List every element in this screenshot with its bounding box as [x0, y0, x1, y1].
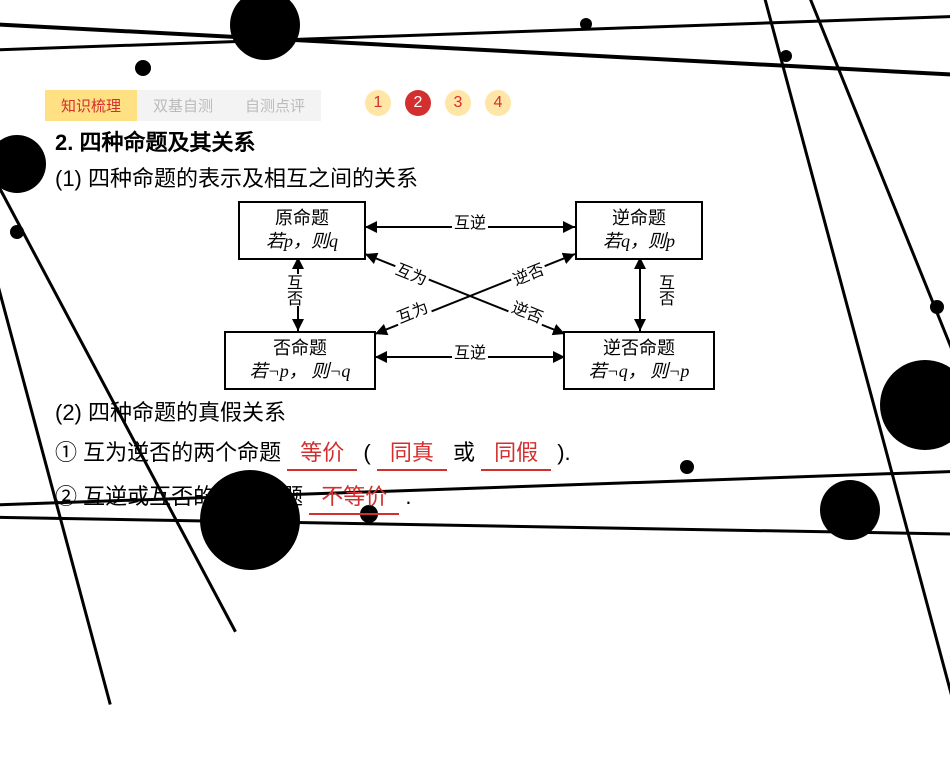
content-area: 2. 四种命题及其关系 (1) 四种命题的表示及相互之间的关系 [55, 125, 895, 515]
label-bottom: 互逆 [452, 339, 488, 363]
section-heading: 2. 四种命题及其关系 [55, 125, 895, 157]
box-negation: 否命题 若¬p， 则¬q [224, 331, 376, 390]
pager-3[interactable]: 3 [445, 90, 471, 116]
statement-2: ② 互逆或互否的两个命题 不等价 . [55, 479, 895, 515]
statement-1: ① 互为逆否的两个命题 等价 ( 同真 或 同假 ). [55, 435, 895, 471]
tab-basics-test[interactable]: 双基自测 [137, 90, 229, 121]
tab-bar: 知识梳理 双基自测 自测点评 [45, 90, 321, 121]
pager-2[interactable]: 2 [405, 90, 431, 116]
blank-same-false: 同假 [481, 435, 551, 471]
label-right: 互否 [650, 274, 678, 306]
pager-bar: 1 2 3 4 [365, 90, 511, 116]
box-original: 原命题 若p，则q [238, 201, 366, 260]
pager-4[interactable]: 4 [485, 90, 511, 116]
box-contrapositive: 逆否命题 若¬q， 则¬p [563, 331, 715, 390]
blank-equivalent: 等价 [287, 435, 357, 471]
blank-same-true: 同真 [377, 435, 447, 471]
label-left: 互否 [278, 274, 306, 306]
subtitle-1: (1) 四种命题的表示及相互之间的关系 [55, 161, 895, 193]
tab-selftest-review[interactable]: 自测点评 [229, 90, 321, 121]
subtitle-2: (2) 四种命题的真假关系 [55, 395, 895, 427]
box-converse: 逆命题 若q，则p [575, 201, 703, 260]
propositions-diagram: 原命题 若p，则q 逆命题 若q，则p 否命题 若¬p， 则¬q 逆否命题 若¬… [220, 199, 730, 389]
label-top: 互逆 [452, 209, 488, 233]
tab-knowledge[interactable]: 知识梳理 [45, 90, 137, 121]
blank-not-equivalent: 不等价 [309, 479, 399, 515]
pager-1[interactable]: 1 [365, 90, 391, 116]
